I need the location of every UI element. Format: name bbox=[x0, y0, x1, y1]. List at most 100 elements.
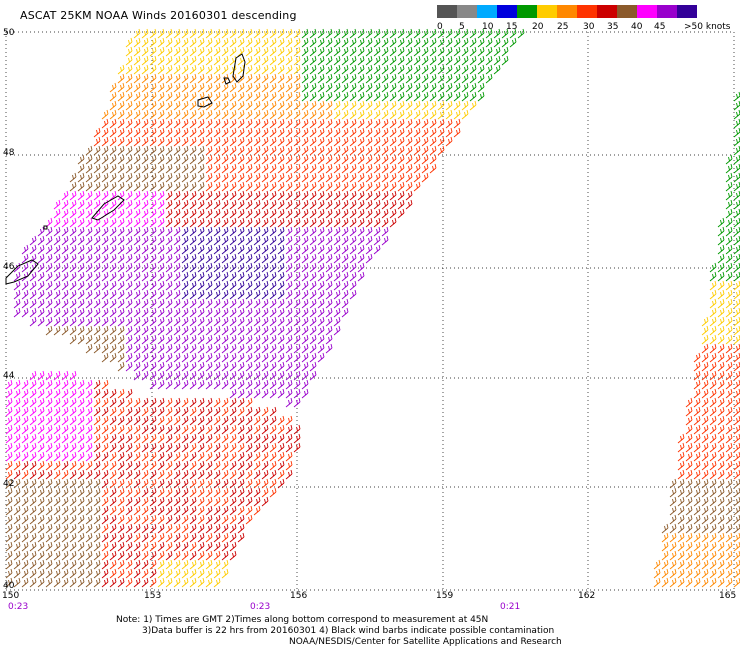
legend-label: 45 bbox=[654, 22, 666, 32]
wind-barb bbox=[173, 289, 181, 300]
wind-barb bbox=[261, 307, 269, 318]
wind-barb bbox=[61, 577, 69, 588]
wind-barb bbox=[45, 424, 53, 435]
wind-barb bbox=[69, 190, 77, 201]
wind-barb bbox=[301, 190, 309, 201]
wind-barb bbox=[301, 379, 309, 390]
wind-barb bbox=[125, 55, 133, 66]
wind-barb bbox=[421, 127, 429, 138]
wind-barb bbox=[181, 550, 189, 561]
wind-speed-legend: 0 5 10 15 20 25 30 35 40 45 >50 knots bbox=[437, 5, 731, 35]
wind-barb bbox=[669, 496, 677, 507]
wind-barb bbox=[253, 271, 261, 282]
wind-barb bbox=[269, 316, 277, 327]
wind-barb bbox=[493, 46, 501, 57]
wind-barb bbox=[677, 541, 685, 552]
wind-barb bbox=[485, 37, 493, 48]
wind-barb bbox=[13, 496, 21, 507]
wind-barb bbox=[165, 469, 173, 480]
wind-barb bbox=[61, 271, 69, 282]
wind-barb bbox=[133, 82, 141, 93]
wind-barb bbox=[341, 46, 349, 57]
wind-barb bbox=[101, 469, 109, 480]
wind-barb bbox=[205, 190, 213, 201]
wind-barb bbox=[189, 235, 197, 246]
wind-barb bbox=[53, 253, 61, 264]
wind-barb bbox=[269, 289, 277, 300]
wind-barb bbox=[197, 343, 205, 354]
wind-barb bbox=[397, 46, 405, 57]
wind-barb bbox=[237, 415, 245, 426]
wind-barb bbox=[189, 37, 197, 48]
wind-barb bbox=[261, 460, 269, 471]
wind-barb bbox=[269, 478, 277, 489]
wind-barb bbox=[141, 271, 149, 282]
wind-barb bbox=[333, 82, 341, 93]
wind-barb bbox=[309, 181, 317, 192]
wind-barb bbox=[733, 154, 740, 165]
wind-barb bbox=[253, 316, 261, 327]
wind-barb bbox=[21, 541, 29, 552]
wind-barb bbox=[157, 181, 165, 192]
wind-barb bbox=[261, 271, 269, 282]
wind-barb bbox=[125, 541, 133, 552]
wind-barb bbox=[37, 478, 45, 489]
wind-barb bbox=[205, 226, 213, 237]
wind-barb bbox=[381, 28, 389, 39]
wind-barb bbox=[237, 478, 245, 489]
wind-barb bbox=[389, 190, 397, 201]
wind-barb bbox=[285, 217, 293, 228]
wind-barb bbox=[333, 208, 341, 219]
wind-barb bbox=[413, 181, 421, 192]
wind-barb bbox=[45, 316, 53, 327]
wind-barb bbox=[405, 64, 413, 75]
wind-barb bbox=[381, 55, 389, 66]
wind-barb bbox=[237, 181, 245, 192]
wind-barb bbox=[293, 91, 301, 102]
wind-barb bbox=[125, 136, 133, 147]
wind-barb bbox=[293, 226, 301, 237]
wind-barb bbox=[237, 532, 245, 543]
wind-barb bbox=[733, 469, 740, 480]
wind-barb bbox=[173, 280, 181, 291]
wind-barb bbox=[157, 325, 165, 336]
wind-barb bbox=[413, 118, 421, 129]
wind-barb bbox=[421, 100, 429, 111]
wind-barb bbox=[13, 442, 21, 453]
wind-barb bbox=[317, 91, 325, 102]
wind-barb bbox=[725, 442, 733, 453]
wind-barb bbox=[261, 361, 269, 372]
wind-barb bbox=[69, 487, 77, 498]
wind-barb bbox=[285, 334, 293, 345]
wind-barb bbox=[717, 550, 725, 561]
wind-barb bbox=[701, 325, 709, 336]
wind-barb bbox=[189, 163, 197, 174]
wind-barb bbox=[245, 100, 253, 111]
wind-barb bbox=[237, 388, 245, 399]
wind-barb bbox=[341, 136, 349, 147]
wind-barb bbox=[221, 532, 229, 543]
wind-barb bbox=[125, 199, 133, 210]
wind-barb bbox=[5, 469, 13, 480]
wind-barb bbox=[205, 28, 213, 39]
wind-barb bbox=[117, 235, 125, 246]
wind-barb bbox=[293, 325, 301, 336]
wind-barb bbox=[701, 577, 709, 588]
wind-barb bbox=[253, 451, 261, 462]
wind-barb bbox=[197, 226, 205, 237]
wind-barb bbox=[29, 460, 37, 471]
wind-barb bbox=[261, 235, 269, 246]
wind-barb bbox=[29, 505, 37, 516]
wind-barb bbox=[389, 100, 397, 111]
wind-barb bbox=[117, 271, 125, 282]
wind-barb bbox=[317, 244, 325, 255]
wind-barb bbox=[53, 424, 61, 435]
wind-barb bbox=[173, 244, 181, 255]
wind-barb bbox=[373, 163, 381, 174]
wind-barb bbox=[189, 442, 197, 453]
wind-barb bbox=[237, 424, 245, 435]
wind-barb bbox=[205, 415, 213, 426]
wind-barb bbox=[725, 451, 733, 462]
wind-barb bbox=[149, 550, 157, 561]
